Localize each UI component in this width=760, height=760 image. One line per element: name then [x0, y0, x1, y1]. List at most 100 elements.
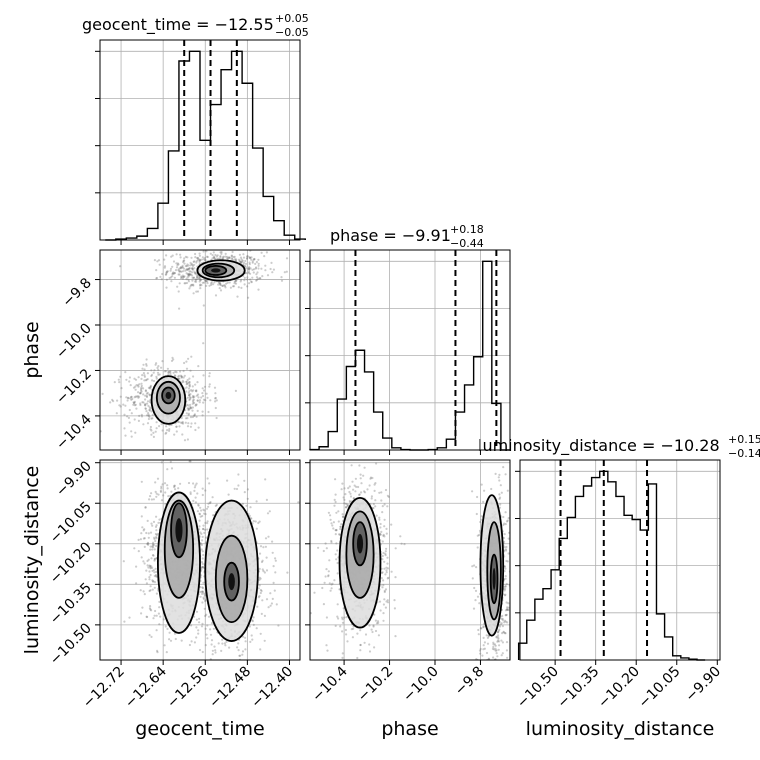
sample-point [143, 545, 146, 549]
sample-point [173, 276, 176, 279]
sample-point [258, 584, 261, 587]
sample-point [195, 260, 198, 263]
sample-point [235, 487, 239, 491]
sample-point [503, 546, 506, 549]
sample-point [233, 282, 236, 285]
sample-point [359, 477, 362, 480]
sample-point [227, 493, 230, 496]
sample-point [144, 506, 147, 509]
sample-point [179, 267, 182, 270]
sample-point [246, 255, 249, 258]
sample-point [193, 486, 196, 489]
sample-point [479, 627, 482, 630]
sample-point [214, 397, 217, 400]
sample-point [248, 266, 251, 269]
sample-point [146, 519, 149, 523]
sample-point [148, 400, 152, 404]
sample-point [198, 260, 201, 263]
sample-point [185, 412, 188, 415]
sample-point [147, 532, 150, 535]
sample-point [180, 375, 183, 378]
sample-point [497, 629, 500, 633]
sample-point [202, 566, 205, 569]
sample-point [190, 640, 193, 643]
sample-point [206, 255, 209, 259]
sample-point [360, 491, 363, 494]
sample-point [280, 279, 284, 282]
sample-point [486, 636, 489, 640]
sample-point [178, 270, 181, 273]
sample-point [191, 406, 194, 409]
sample-point [188, 460, 191, 463]
sample-point [207, 615, 211, 618]
sample-point [341, 515, 345, 518]
sample-point [334, 529, 337, 532]
sample-point [228, 281, 231, 284]
sample-point [341, 618, 344, 621]
sample-point [189, 264, 192, 267]
sample-point [126, 399, 129, 402]
sample-point [186, 268, 189, 271]
sample-point [234, 282, 238, 285]
sample-point [130, 412, 133, 415]
sample-point [189, 393, 192, 396]
sample-point [383, 589, 386, 592]
sample-point [235, 279, 238, 282]
sample-point [187, 387, 191, 390]
sample-point [257, 521, 260, 525]
histogram-step-line [517, 470, 706, 661]
sample-point [173, 272, 176, 275]
sample-point [504, 698, 506, 700]
sample-point [171, 254, 174, 257]
sample-point [194, 422, 197, 425]
sample-point [385, 527, 388, 531]
sample-point [193, 414, 196, 417]
sample-point [203, 278, 206, 281]
sample-point [201, 562, 204, 566]
sample-point [240, 258, 243, 261]
sample-point [201, 493, 204, 497]
sample-point [272, 581, 275, 585]
sample-point [148, 387, 152, 390]
sample-point [146, 559, 149, 563]
sample-point [166, 468, 169, 471]
sample-point [385, 566, 388, 569]
sample-point [181, 277, 184, 280]
sample-point [357, 485, 360, 489]
sample-point [378, 491, 381, 494]
sample-point [169, 276, 173, 279]
sample-point [142, 529, 145, 532]
sample-point [494, 688, 496, 690]
sample-point [202, 401, 205, 404]
sample-point [258, 552, 262, 555]
sample-point [266, 274, 270, 277]
sample-point [189, 492, 192, 496]
sample-point [191, 268, 195, 271]
sample-point [180, 275, 183, 278]
sample-point [250, 634, 253, 637]
sample-point [251, 619, 254, 622]
sample-point [191, 409, 194, 412]
sample-point [330, 583, 333, 586]
sample-point [381, 571, 384, 574]
sample-point [164, 625, 167, 628]
sample-point [133, 404, 136, 407]
sample-point [265, 251, 268, 254]
sample-point [251, 260, 254, 263]
sample-point [149, 566, 152, 569]
sample-point [202, 524, 205, 527]
sample-point [257, 288, 260, 291]
sample-point [242, 256, 246, 259]
sample-point [177, 420, 180, 424]
sample-point [173, 632, 177, 635]
sample-point [148, 564, 151, 567]
sample-point [258, 567, 261, 571]
sample-point [189, 416, 193, 419]
sample-point [375, 514, 378, 517]
sample-point [502, 515, 505, 519]
sample-point [271, 540, 274, 543]
sample-point [150, 417, 153, 420]
sample-point [252, 520, 255, 523]
sample-point [476, 495, 479, 499]
sample-point [223, 284, 226, 287]
